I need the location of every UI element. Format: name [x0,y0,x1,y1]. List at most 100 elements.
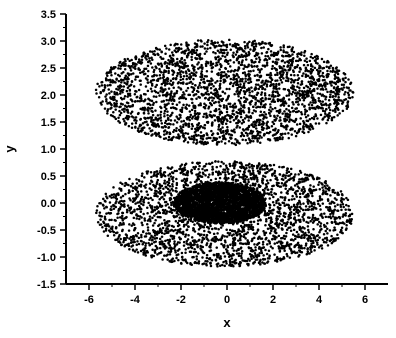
scatter-point [297,103,300,106]
scatter-point [216,90,219,94]
scatter-point [241,71,245,75]
scatter-point [258,261,261,264]
scatter-point [133,93,137,96]
scatter-point [160,230,163,233]
scatter-point [289,229,293,232]
scatter-point [312,97,315,101]
scatter-point [153,132,157,135]
scatter-point [160,100,163,103]
scatter-point [154,212,158,215]
scatter-point [236,169,240,172]
scatter-point [215,61,218,65]
scatter-point [287,98,291,101]
scatter-point [213,44,216,48]
scatter-point [279,46,282,49]
scatter-point [104,95,107,98]
scatter-point [346,198,350,202]
scatter-point [333,209,336,212]
scatter-point [146,206,149,209]
scatter-point [298,178,301,181]
scatter-point [276,73,279,77]
scatter-point [293,234,297,238]
scatter-point [216,132,219,135]
scatter-point [121,214,124,218]
scatter-point [113,115,116,119]
scatter-point [261,261,264,264]
scatter-point [176,117,180,120]
scatter-point [213,119,217,122]
scatter-point [95,211,98,215]
scatter-point [185,240,189,243]
scatter-point [169,106,173,110]
scatter-point [140,239,143,243]
scatter-point [249,184,252,187]
scatter-point [134,193,138,196]
scatter-point [239,83,242,86]
scatter-point [219,255,222,258]
scatter-point [163,192,166,195]
scatter-point [255,79,259,82]
scatter-point [146,228,150,232]
scatter-point [152,118,155,122]
scatter-point [192,141,195,144]
scatter-point [274,90,277,94]
scatter-point [347,93,351,97]
scatter-point [142,251,145,254]
scatter-point [345,223,348,227]
scatter-point [298,92,301,95]
scatter-point [290,205,293,209]
scatter-point [109,230,112,234]
scatter-point [205,50,208,53]
scatter-point [146,123,149,127]
scatter-point [101,225,104,229]
scatter-point [327,73,330,76]
scatter-point [262,104,266,107]
scatter-point [139,184,143,187]
scatter-point [167,48,171,51]
scatter-point [151,224,155,227]
scatter-point [288,244,291,248]
scatter-point [125,89,129,93]
scatter-point [107,225,111,228]
scatter-point [256,187,259,190]
scatter-point [179,78,182,82]
scatter-point [279,48,282,52]
scatter-point [256,222,260,226]
scatter-point [232,175,236,178]
scatter-point [289,81,293,84]
scatter-point [265,124,269,127]
scatter-point [225,48,228,52]
scatter-point [125,208,129,212]
scatter-point [226,59,230,63]
scatter-point [283,249,286,252]
scatter-point [325,221,329,225]
scatter-point [271,184,274,188]
scatter-point [137,236,141,240]
scatter-point [165,82,169,85]
scatter-point [305,57,308,60]
scatter-point [264,238,267,241]
scatter-point [127,191,130,195]
scatter-point [155,207,159,211]
scatter-point [283,110,286,113]
scatter-point [259,237,263,240]
scatter-point [223,244,226,248]
scatter-point [326,69,329,73]
scatter-point [291,233,295,236]
scatter-point [324,108,328,111]
scatter-point [258,168,262,171]
scatter-point [334,105,338,108]
scatter-point [205,69,209,73]
scatter-point [148,107,152,110]
scatter-point [218,135,221,139]
scatter-point [136,99,140,103]
scatter-point [221,48,225,52]
scatter-point [162,211,165,215]
scatter-point [175,115,178,118]
scatter-point [260,91,264,94]
scatter-point [133,100,137,103]
scatter-point [226,125,229,129]
scatter-point [247,225,251,228]
scatter-point [106,112,109,115]
scatter-point [305,253,309,256]
